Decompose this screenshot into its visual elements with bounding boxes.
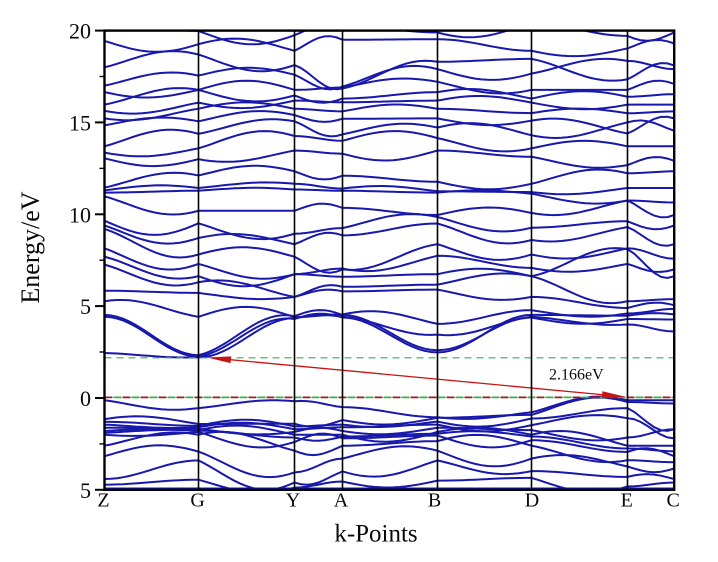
svg-text:5: 5 [80,478,91,503]
svg-text:5: 5 [80,294,91,319]
svg-text:Energy/eV: Energy/eV [16,191,45,303]
svg-text:E: E [621,490,633,512]
svg-text:k-Points: k-Points [334,521,417,548]
svg-text:B: B [428,490,441,512]
svg-text:20: 20 [69,19,91,44]
svg-text:10: 10 [69,202,91,227]
svg-text:A: A [334,490,349,512]
svg-text:Y: Y [286,490,300,512]
svg-text:15: 15 [69,110,91,135]
svg-text:D: D [525,490,539,512]
svg-text:G: G [190,490,204,512]
svg-text:0: 0 [80,386,91,411]
svg-text:Z: Z [97,490,109,512]
svg-text:C: C [667,490,680,512]
svg-text:2.166eV: 2.166eV [549,366,604,383]
